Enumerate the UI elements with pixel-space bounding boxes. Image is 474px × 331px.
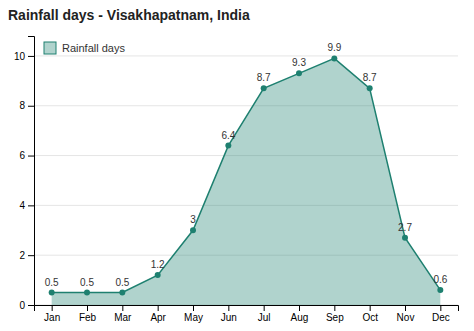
- x-tick: Mar: [114, 305, 132, 323]
- x-tick-mark: [299, 305, 300, 311]
- data-label: 6.4: [221, 130, 235, 141]
- data-label: 8.7: [363, 72, 377, 83]
- x-tick-mark: [370, 305, 371, 311]
- y-tick-mark: [28, 106, 34, 107]
- data-label: 3: [190, 214, 196, 225]
- marker: [402, 235, 408, 241]
- grid-line: [34, 55, 458, 56]
- title: Rainfall days - Visakhapatnam, India: [8, 7, 250, 23]
- marker: [437, 287, 443, 293]
- x-tick-mark: [122, 305, 123, 311]
- data-label: 0.5: [80, 277, 94, 288]
- marker: [119, 290, 125, 296]
- y-tick-mark: [28, 255, 34, 256]
- marker: [190, 227, 196, 233]
- data-label: 8.7: [257, 72, 271, 83]
- chart: 0 2 4 6 8 10 Jan Feb Mar Apr May Jun Jul Aug Sep Oct Nov…: [0, 0, 474, 331]
- x-tick-label: Jul: [258, 312, 271, 323]
- legend-item: Rainfall days: [44, 42, 125, 54]
- data-label: 0.6: [433, 274, 447, 285]
- grid: [34, 56, 458, 305]
- x-tick: May: [184, 305, 203, 323]
- x-tick-mark: [334, 305, 335, 311]
- y-tick: 4: [19, 200, 34, 211]
- x-tick-mark: [158, 305, 159, 311]
- x-tick-mark: [193, 305, 194, 311]
- x-tick: Nov: [397, 305, 415, 323]
- y-axis: 0 2 4 6 8 10: [14, 37, 35, 311]
- x-tick-mark: [264, 305, 265, 311]
- y-tick-label: 8: [19, 100, 25, 111]
- data-label: 9.3: [292, 57, 306, 68]
- data-label: 0.5: [45, 277, 59, 288]
- x-tick: Feb: [79, 305, 97, 323]
- y-tick: 6: [19, 150, 34, 161]
- x-tick: Apr: [150, 305, 166, 323]
- y-axis-line: [28, 37, 35, 306]
- marker: [331, 55, 337, 61]
- x-tick: Oct: [362, 305, 378, 323]
- x-tick-label: Aug: [291, 312, 309, 323]
- y-tick: 8: [19, 100, 34, 111]
- y-tick-mark: [28, 156, 34, 157]
- y-tick-mark: [28, 56, 34, 57]
- marker: [49, 290, 55, 296]
- x-tick-label: Sep: [326, 312, 344, 323]
- marker: [367, 85, 373, 91]
- x-tick-label: May: [184, 312, 203, 323]
- x-axis: Jan Feb Mar Apr May Jun Jul Aug Sep Oct Nov Dec: [35, 305, 459, 323]
- x-tick-mark: [52, 305, 53, 311]
- marker: [84, 290, 90, 296]
- legend-label: Rainfall days: [62, 42, 125, 54]
- x-tick-label: Feb: [79, 312, 97, 323]
- x-tick: Jan: [44, 305, 60, 323]
- marker: [296, 70, 302, 76]
- y-tick: 0: [19, 300, 34, 311]
- x-axis-line: [35, 306, 459, 312]
- y-tick-label: 10: [14, 51, 26, 62]
- data-label: 1.2: [151, 259, 165, 270]
- plot: 0 2 4 6 8 10 Jan Feb Mar Apr May Jun Jul Aug Sep Oct Nov…: [14, 37, 459, 324]
- data-label: 2.7: [398, 222, 412, 233]
- x-tick-mark: [87, 305, 88, 311]
- area: [52, 58, 441, 305]
- x-tick-label: Nov: [397, 312, 415, 323]
- legend-swatch: [44, 42, 56, 54]
- line: [52, 58, 441, 292]
- x-tick: Jul: [258, 305, 271, 323]
- x-tick-mark: [440, 305, 441, 311]
- x-tick: Sep: [326, 305, 344, 323]
- data-labels: 0.5 0.5 0.5 1.2 3 6.4 8.7 9.3 9.9 8.7 2.7 0.6: [45, 42, 448, 287]
- y-tick-mark: [28, 305, 34, 306]
- y-tick-label: 2: [19, 250, 25, 261]
- data-label: 9.9: [327, 42, 341, 53]
- x-tick-label: Apr: [150, 312, 166, 323]
- grid-line: [34, 105, 458, 106]
- y-tick-label: 0: [19, 300, 25, 311]
- data-label: 0.5: [115, 277, 129, 288]
- x-tick: Jun: [221, 305, 237, 323]
- marker: [261, 85, 267, 91]
- marker: [225, 143, 231, 149]
- marks: [49, 55, 444, 305]
- x-tick-label: Jan: [44, 312, 60, 323]
- marker: [155, 272, 161, 278]
- x-tick-label: Dec: [432, 312, 450, 323]
- x-tick: Aug: [291, 305, 309, 323]
- x-tick-mark: [405, 305, 406, 311]
- y-tick-mark: [28, 205, 34, 206]
- y-tick: 10: [14, 51, 34, 62]
- y-tick: 2: [19, 250, 34, 261]
- x-tick-label: Oct: [362, 312, 378, 323]
- x-tick-label: Jun: [221, 312, 237, 323]
- x-tick: Dec: [432, 305, 450, 323]
- x-tick-label: Mar: [114, 312, 132, 323]
- legend: Rainfall days: [44, 42, 125, 54]
- y-tick-label: 4: [19, 200, 25, 211]
- x-tick-mark: [228, 305, 229, 311]
- y-tick-label: 6: [19, 150, 25, 161]
